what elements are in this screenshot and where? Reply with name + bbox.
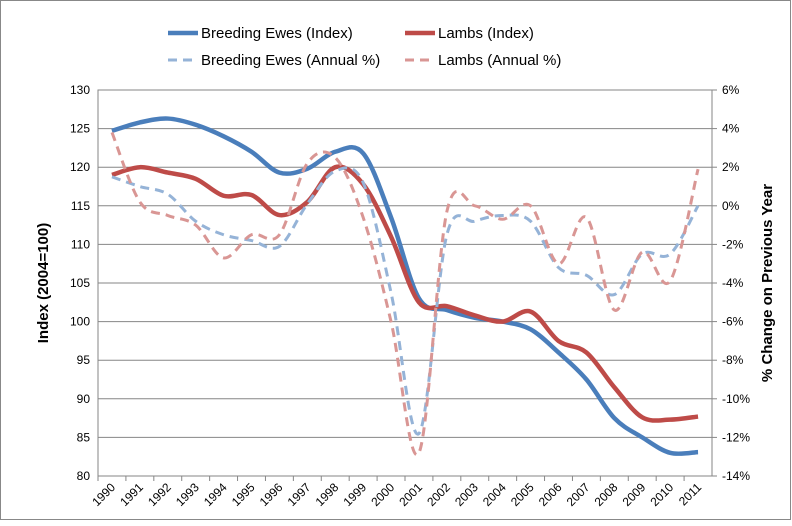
y2-tick-label: -6% (722, 315, 744, 329)
y-tick-label: 100 (70, 315, 90, 329)
y-tick-label: 130 (70, 83, 90, 97)
y-axis-title: Index (2004=100) (35, 223, 52, 344)
y-tick-label: 85 (77, 430, 91, 444)
y2-tick-label: -14% (722, 469, 750, 483)
y2-tick-label: -8% (722, 353, 744, 367)
y-tick-label: 105 (70, 276, 90, 290)
y2-axis-title: % Change on Previous Year (759, 184, 776, 382)
y2-tick-label: 6% (722, 83, 740, 97)
y2-tick-label: 4% (722, 122, 740, 136)
y2-tick-label: -10% (722, 392, 750, 406)
series-line (111, 164, 699, 423)
legend-label: Breeding Ewes (Annual %) (201, 52, 380, 69)
y-tick-label: 125 (70, 122, 90, 136)
y2-tick-label: 2% (722, 160, 740, 174)
y-tick-label: 115 (71, 199, 90, 213)
series-line (111, 166, 700, 436)
y-tick-label: 90 (77, 392, 91, 406)
legend-label: Breeding Ewes (Index) (201, 25, 353, 42)
series-line (111, 116, 699, 457)
series-line (110, 131, 700, 457)
y-tick-label: 80 (77, 469, 91, 483)
legend-label: Lambs (Annual %) (438, 52, 561, 69)
y2-tick-label: 0% (722, 199, 740, 213)
y-tick-label: 110 (71, 237, 90, 251)
legend-label: Lambs (Index) (438, 25, 534, 42)
y2-tick-label: -12% (722, 430, 750, 444)
y-tick-label: 120 (70, 160, 90, 174)
y2-tick-label: -4% (722, 276, 744, 290)
y-tick-label: 95 (77, 353, 91, 367)
y2-tick-label: -2% (722, 237, 744, 251)
